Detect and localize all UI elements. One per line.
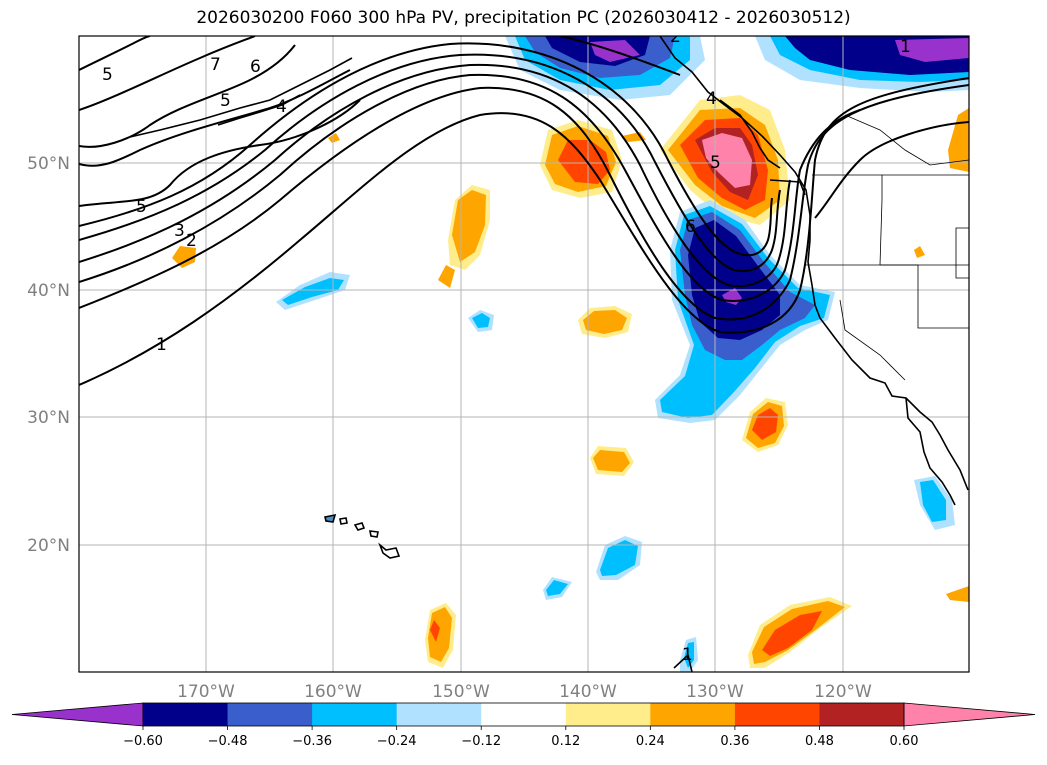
contour-label: 5 (102, 65, 113, 85)
gridlines (79, 36, 969, 672)
colorbar-swatch (312, 703, 398, 726)
contour-label: 5 (710, 153, 721, 173)
contour-labels: 5 7 6 5 4 5 3 2 1 2 1 4 5 6 1 (102, 27, 911, 665)
colorbar-tick-label: −0.24 (377, 734, 417, 749)
colorbar-swatch (227, 703, 313, 726)
colorbar-tick-label: −0.48 (208, 734, 248, 749)
political-borders (806, 114, 969, 381)
lat-label: 30°N (27, 408, 70, 428)
colorbar-tick-label: −0.12 (461, 734, 501, 749)
colorbar: −0.60 −0.48 −0.36 −0.24 −0.12 0.12 0.24 0.36 0.4… (11, 702, 1036, 749)
lon-label: 130°W (686, 682, 744, 702)
contour-label: 5 (136, 197, 147, 217)
contour-label: 3 (174, 221, 185, 241)
colorbar-swatch (734, 703, 820, 726)
lon-label: 120°W (814, 682, 872, 702)
colorbar-swatch (143, 703, 229, 726)
contour-label: 1 (900, 37, 911, 57)
colorbar-tick-label: 0.12 (551, 734, 580, 749)
colorbar-extend-high (903, 702, 1036, 727)
lon-axis-labels: 170°W 160°W 150°W 140°W 130°W 120°W (177, 682, 872, 702)
coastlines (129, 36, 969, 672)
contour-label: 2 (670, 27, 681, 47)
lon-label: 160°W (304, 682, 362, 702)
contour-label: 1 (682, 645, 693, 665)
colorbar-tick-label: 0.36 (720, 734, 749, 749)
lon-label: 140°W (559, 682, 617, 702)
contour-label: 6 (685, 217, 696, 237)
lon-label: 150°W (432, 682, 490, 702)
map-area: 5 7 6 5 4 5 3 2 1 2 1 4 5 6 1 (79, 27, 969, 672)
map-frame (78, 35, 970, 673)
colorbar-border (142, 702, 905, 727)
contour-label: 6 (250, 57, 261, 77)
colorbar-tick-label: −0.36 (292, 734, 332, 749)
precip-shading (172, 36, 969, 672)
colorbar-swatch (819, 703, 905, 726)
contour-label: 4 (706, 89, 717, 109)
lat-label: 40°N (27, 281, 70, 301)
lat-label: 20°N (27, 536, 70, 556)
contour-label: 2 (186, 231, 197, 251)
contour-label: 5 (220, 91, 231, 111)
colorbar-swatch (481, 703, 567, 726)
colorbar-tick-label: 0.60 (890, 734, 919, 749)
contour-label: 7 (210, 55, 221, 75)
pv-contours (79, 36, 969, 386)
contour-label: 1 (156, 335, 167, 355)
colorbar-swatch (565, 703, 651, 726)
colorbar-swatch (650, 703, 736, 726)
colorbar-tick-label: 0.48 (805, 734, 834, 749)
colorbar-tick-label: 0.24 (636, 734, 665, 749)
colorbar-extend-low (11, 702, 144, 727)
lat-axis-labels: 50°N 40°N 30°N 20°N (27, 154, 70, 556)
lat-label: 50°N (27, 154, 70, 174)
colorbar-tick-label: −0.60 (123, 734, 163, 749)
contour-label: 4 (276, 97, 287, 117)
lon-label: 170°W (177, 682, 235, 702)
colorbar-swatch (396, 703, 482, 726)
figure-title: 2026030200 F060 300 hPa PV, precipitatio… (196, 8, 851, 28)
